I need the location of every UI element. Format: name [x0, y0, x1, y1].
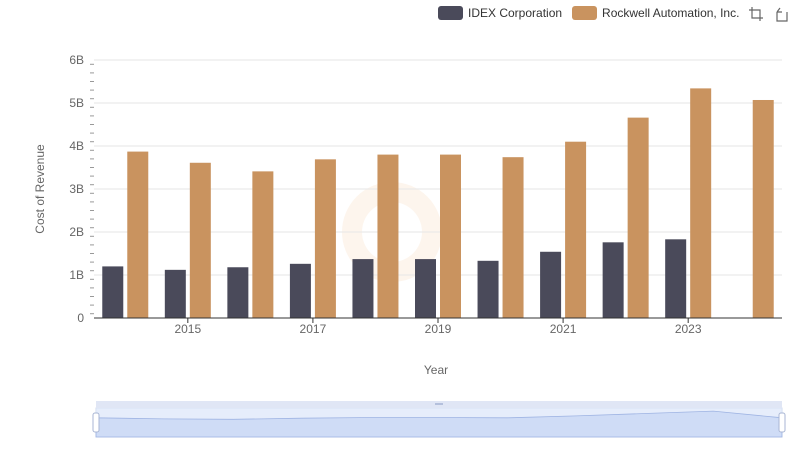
- chart-toolbox: [748, 6, 800, 22]
- bar-idex-2016: [227, 267, 249, 318]
- y-tick-label: 6B: [69, 53, 84, 67]
- bar-rockwell-2024: [752, 99, 774, 319]
- zoom-icon[interactable]: [748, 6, 764, 22]
- bar-idex-2017: [289, 263, 311, 318]
- y-tick-label: 1B: [69, 268, 84, 282]
- y-axis-labels: 0 1B 2B 3B 4B 5B 6B: [69, 53, 84, 325]
- chart-legend: IDEX Corporation Rockwell Automation, In…: [438, 3, 749, 23]
- bar-rockwell-2021: [565, 141, 587, 318]
- bar-rockwell-2022: [627, 117, 649, 319]
- x-axis-labels: 2015 2017 2019 2021 2023: [174, 318, 702, 336]
- bar-idex-2019: [415, 259, 436, 318]
- restore-icon[interactable]: [774, 6, 790, 22]
- x-tick-label: 2019: [425, 322, 452, 336]
- y-tick-label: 4B: [69, 139, 84, 153]
- legend-label-rockwell: Rockwell Automation, Inc.: [602, 6, 740, 20]
- y-axis-title: Cost of Revenue: [33, 144, 47, 234]
- x-axis-title: Year: [424, 363, 448, 377]
- bar-idex-2023: [665, 239, 687, 318]
- y-tick-label: 5B: [69, 96, 84, 110]
- y-tick-label: 3B: [69, 182, 84, 196]
- bar-rockwell-2019: [440, 154, 461, 318]
- y-tick-label: 0: [77, 311, 84, 325]
- bar-rockwell-2018: [377, 154, 399, 318]
- bar-idex-2014: [102, 266, 124, 318]
- x-tick-label: 2023: [675, 322, 702, 336]
- data-zoom-grip[interactable]: [435, 403, 443, 405]
- bar-rockwell-2020: [502, 157, 524, 318]
- x-tick-label: 2017: [300, 322, 327, 336]
- legend-swatch-idex: [438, 6, 463, 20]
- bar-rockwell-2016: [252, 171, 274, 318]
- data-zoom-handle-left[interactable]: [92, 412, 100, 433]
- bar-idex-2018: [352, 259, 374, 318]
- x-tick-label: 2021: [550, 322, 577, 336]
- bar-idex-2022: [602, 242, 624, 318]
- bar-idex-2015: [164, 269, 186, 318]
- legend-swatch-rockwell: [572, 6, 598, 20]
- bar-idex-2021: [540, 251, 562, 318]
- x-tick-label: 2015: [174, 322, 201, 336]
- y-minor-ticks: [90, 63, 94, 315]
- legend-item-rockwell[interactable]: Rockwell Automation, Inc.: [572, 6, 739, 20]
- bar-series: [102, 88, 774, 319]
- data-zoom-slider[interactable]: [92, 401, 786, 438]
- legend-item-idex[interactable]: IDEX Corporation: [438, 6, 562, 20]
- y-tick-label: 2B: [69, 225, 84, 239]
- bar-rockwell-2015: [189, 162, 211, 318]
- legend-label-idex: IDEX Corporation: [468, 6, 563, 20]
- bar-rockwell-2017: [314, 159, 336, 318]
- bar-idex-2020: [477, 260, 499, 318]
- data-zoom-preview-area: [95, 410, 783, 438]
- bar-rockwell-2023: [690, 88, 712, 318]
- bar-rockwell-2014: [127, 151, 149, 318]
- data-zoom-handle-right[interactable]: [778, 412, 786, 433]
